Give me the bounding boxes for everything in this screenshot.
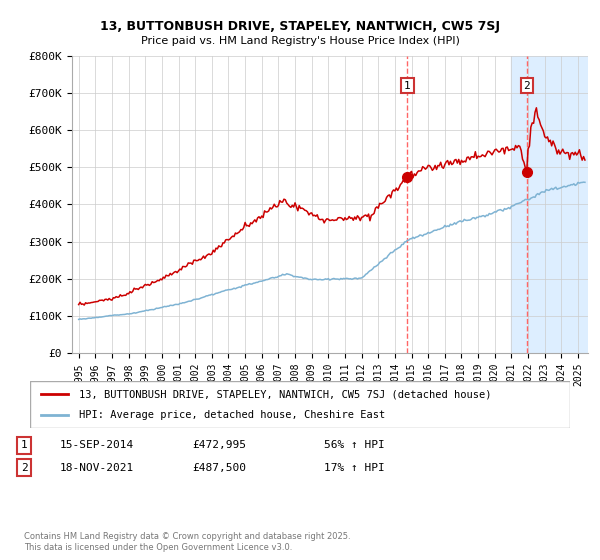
Text: Price paid vs. HM Land Registry's House Price Index (HPI): Price paid vs. HM Land Registry's House …	[140, 36, 460, 46]
Text: 13, BUTTONBUSH DRIVE, STAPELEY, NANTWICH, CW5 7SJ (detached house): 13, BUTTONBUSH DRIVE, STAPELEY, NANTWICH…	[79, 389, 491, 399]
Text: £487,500: £487,500	[192, 463, 246, 473]
Text: 17% ↑ HPI: 17% ↑ HPI	[324, 463, 385, 473]
Text: 2: 2	[523, 81, 530, 91]
Text: 13, BUTTONBUSH DRIVE, STAPELEY, NANTWICH, CW5 7SJ: 13, BUTTONBUSH DRIVE, STAPELEY, NANTWICH…	[100, 20, 500, 32]
FancyBboxPatch shape	[30, 381, 570, 428]
Text: £472,995: £472,995	[192, 440, 246, 450]
Text: 2: 2	[20, 463, 28, 473]
Text: 1: 1	[20, 440, 28, 450]
Text: Contains HM Land Registry data © Crown copyright and database right 2025.
This d: Contains HM Land Registry data © Crown c…	[24, 532, 350, 552]
Text: 18-NOV-2021: 18-NOV-2021	[60, 463, 134, 473]
Text: 1: 1	[404, 81, 411, 91]
Bar	[511, 56, 588, 353]
Text: 15-SEP-2014: 15-SEP-2014	[60, 440, 134, 450]
Text: HPI: Average price, detached house, Cheshire East: HPI: Average price, detached house, Ches…	[79, 410, 385, 420]
Text: 56% ↑ HPI: 56% ↑ HPI	[324, 440, 385, 450]
